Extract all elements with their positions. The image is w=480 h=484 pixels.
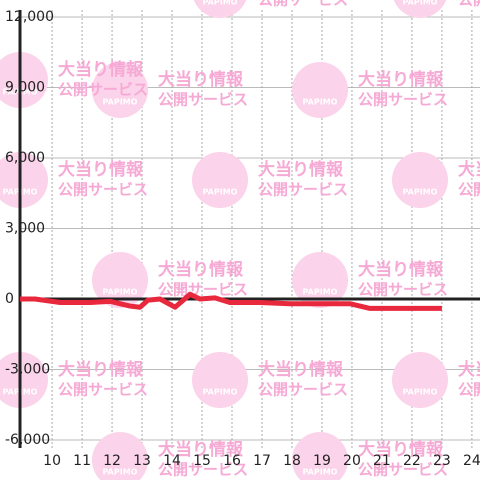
watermark-circle bbox=[292, 432, 348, 484]
x-tick-label: 24 bbox=[463, 453, 480, 469]
x-tick-label: 21 bbox=[373, 453, 391, 469]
watermark-circle bbox=[193, 0, 247, 18]
watermark-brand: PAPIMO bbox=[403, 0, 438, 7]
watermark-text: 公開サービス bbox=[258, 381, 348, 399]
watermark-circle bbox=[192, 352, 248, 408]
watermark-text: 大当り情報 bbox=[458, 159, 480, 180]
x-tick-label: 13 bbox=[133, 453, 151, 469]
y-tick-label: 3,000 bbox=[5, 221, 45, 237]
x-tick-label: 15 bbox=[193, 453, 211, 469]
x-tick-label: 23 bbox=[433, 453, 451, 469]
watermark-text: 公開サービス bbox=[358, 91, 448, 109]
y-tick-label: 6,000 bbox=[5, 150, 45, 166]
watermark-text: 公開サービス bbox=[458, 0, 480, 9]
x-tick-label: 16 bbox=[223, 453, 241, 469]
x-tick-label: 14 bbox=[163, 453, 181, 469]
watermark-brand: PAPIMO bbox=[203, 0, 238, 7]
x-tick-label: 20 bbox=[343, 453, 361, 469]
watermark-brand: PAPIMO bbox=[203, 188, 238, 197]
watermark-circle bbox=[0, 52, 48, 108]
watermark-circle bbox=[92, 432, 148, 484]
watermark-circle bbox=[0, 352, 48, 408]
watermark-text: 大当り情報 bbox=[58, 159, 144, 180]
watermark-text: 公開サービス bbox=[358, 281, 448, 299]
x-tick-label: 10 bbox=[43, 453, 61, 469]
x-tick-label: 18 bbox=[283, 453, 301, 469]
y-tick-label: -3,000 bbox=[5, 362, 50, 378]
y-tick-label: 0 bbox=[5, 291, 14, 307]
watermark-circle bbox=[392, 352, 448, 408]
watermark-brand: PAPIMO bbox=[103, 288, 138, 297]
watermark-brand: PAPIMO bbox=[103, 98, 138, 107]
watermark-text: 大当り情報 bbox=[358, 439, 444, 460]
x-tick-label: 17 bbox=[253, 453, 271, 469]
watermark-circle bbox=[92, 252, 148, 308]
watermark-text: 公開サービス bbox=[358, 461, 448, 479]
watermark-text: 公開サービス bbox=[258, 0, 348, 9]
watermark-text: 公開サービス bbox=[158, 91, 248, 109]
watermark-brand: PAPIMO bbox=[403, 388, 438, 397]
watermark-brand: PAPIMO bbox=[303, 98, 338, 107]
watermark-text: 大当り情報 bbox=[258, 159, 344, 180]
watermark-text: 公開サービス bbox=[458, 181, 480, 199]
watermark-text: 公開サービス bbox=[58, 181, 148, 199]
watermark-text: 公開サービス bbox=[158, 281, 248, 299]
watermark-brand: PAPIMO bbox=[403, 188, 438, 197]
y-tick-label: 12,000 bbox=[5, 9, 54, 25]
watermark-circle bbox=[392, 152, 448, 208]
x-tick-label: 19 bbox=[313, 453, 331, 469]
watermark-circle bbox=[292, 252, 348, 308]
watermark-brand: PAPIMO bbox=[303, 468, 338, 477]
data-line bbox=[20, 291, 442, 311]
x-tick-label: 22 bbox=[403, 453, 421, 469]
watermark-text: 公開サービス bbox=[58, 81, 148, 99]
watermark-brand: PAPIMO bbox=[303, 288, 338, 297]
y-tick-label: 9,000 bbox=[5, 80, 45, 96]
watermark-text: 大当り情報 bbox=[358, 69, 444, 90]
watermark-circle bbox=[192, 152, 248, 208]
watermark-circle bbox=[92, 62, 148, 118]
watermark-text: 公開サービス bbox=[158, 461, 248, 479]
watermark-text: 大当り情報 bbox=[58, 359, 144, 380]
x-tick-label: 11 bbox=[73, 453, 91, 469]
watermark-text: 大当り情報 bbox=[58, 59, 144, 80]
watermark-text: 公開サービス bbox=[258, 181, 348, 199]
watermark-circle bbox=[292, 62, 348, 118]
watermark-text: 大当り情報 bbox=[158, 69, 244, 90]
watermark-text: 大当り情報 bbox=[458, 359, 480, 380]
watermark-text: 大当り情報 bbox=[358, 259, 444, 280]
watermark-text: 大当り情報 bbox=[158, 259, 244, 280]
watermark-text: 公開サービス bbox=[58, 381, 148, 399]
y-tick-label: -6,000 bbox=[5, 432, 50, 448]
watermark-circle bbox=[393, 0, 447, 18]
watermark-brand: PAPIMO bbox=[103, 468, 138, 477]
watermark-circle bbox=[0, 152, 48, 208]
x-tick-label: 12 bbox=[103, 453, 121, 469]
watermark-text: 大当り情報 bbox=[258, 359, 344, 380]
watermark-brand: PAPIMO bbox=[203, 388, 238, 397]
watermark-text: 大当り情報 bbox=[158, 439, 244, 460]
watermark-text: 公開サービス bbox=[458, 381, 480, 399]
